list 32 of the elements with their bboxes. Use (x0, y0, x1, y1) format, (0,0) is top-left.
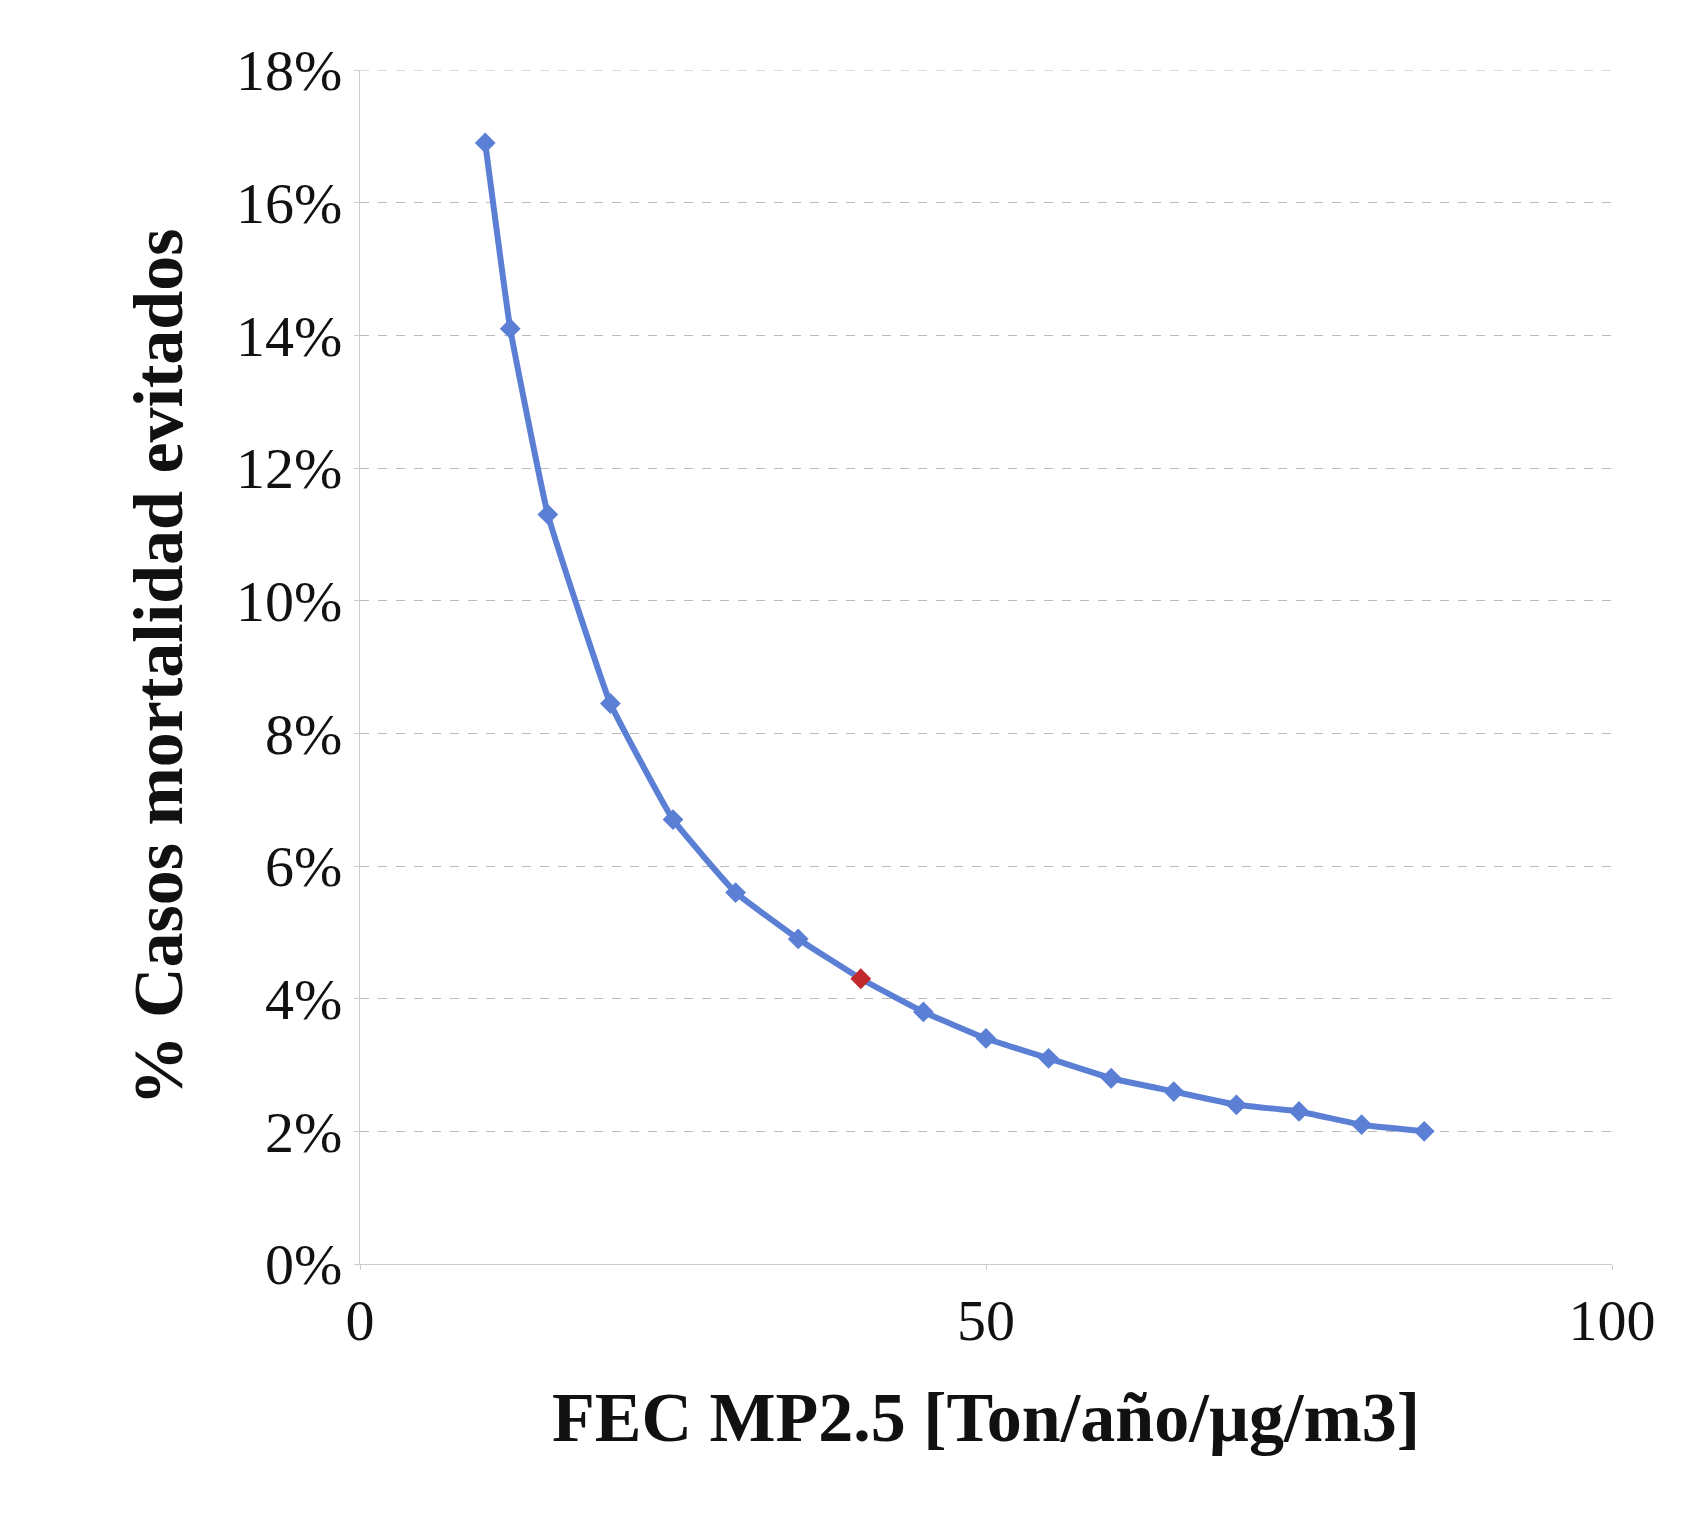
y-tick-label: 14% (236, 303, 343, 369)
point (850, 968, 872, 990)
point (474, 132, 496, 154)
y-tick-label: 8% (265, 701, 343, 767)
x-axis-title: FEC MP2.5 [Ton/año/µg/m3] (551, 1379, 1421, 1457)
point (975, 1028, 997, 1049)
point (913, 1001, 934, 1023)
point (1038, 1047, 1059, 1069)
point (1100, 1067, 1122, 1089)
y-tick-label: 0% (265, 1232, 343, 1298)
y-tick-label: 18% (236, 38, 343, 104)
x-tick-label: 50 (957, 1287, 1015, 1353)
point (1226, 1094, 1247, 1116)
y-axis-title: % Casos mortalidad evitados (120, 228, 198, 1106)
point (662, 809, 684, 830)
point (1288, 1101, 1310, 1122)
y-tick-label: 16% (236, 170, 343, 236)
y-tick-label: 12% (236, 436, 343, 502)
point (1351, 1114, 1372, 1136)
y-tick-label: 2% (265, 1099, 343, 1165)
point (787, 928, 809, 950)
point (725, 882, 746, 903)
y-tick-label: 4% (265, 966, 343, 1032)
point (537, 504, 559, 525)
point (600, 693, 621, 714)
x-tick-label: 0 (345, 1287, 375, 1353)
y-tick-label: 6% (265, 834, 343, 900)
point (1413, 1120, 1435, 1142)
point (499, 318, 521, 340)
point (1163, 1081, 1185, 1102)
y-tick-label: 10% (236, 568, 343, 634)
x-tick-label: 100 (1568, 1287, 1656, 1353)
